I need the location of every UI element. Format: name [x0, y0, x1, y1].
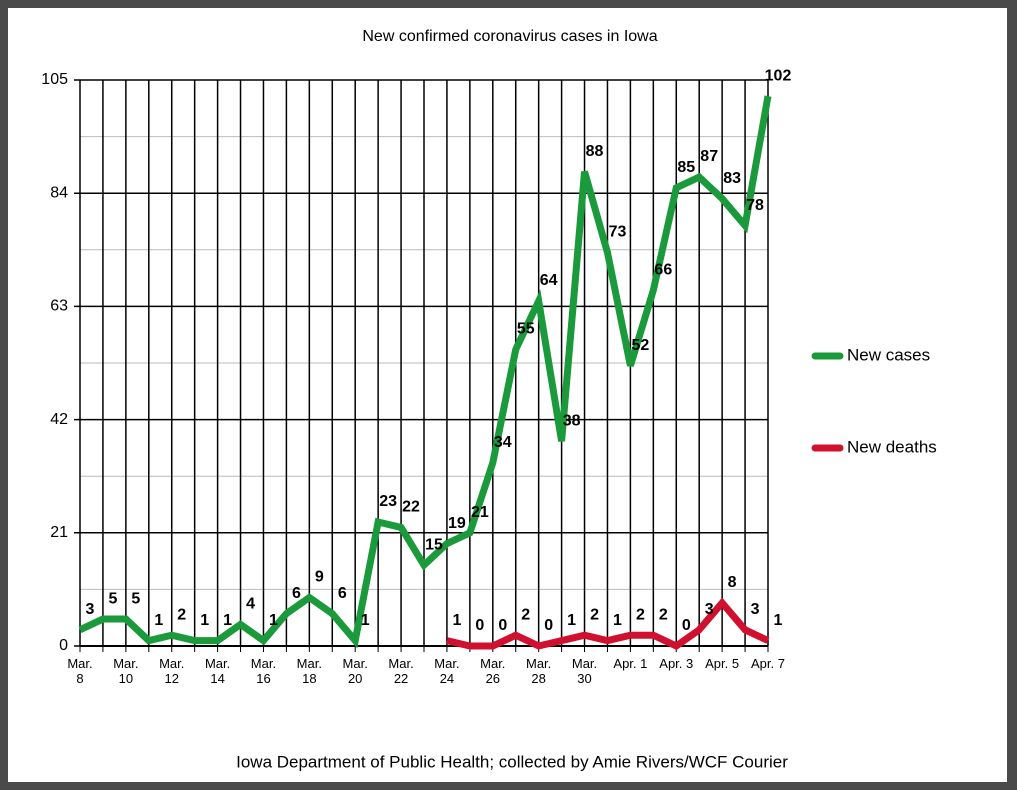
data-label: 23	[379, 493, 397, 510]
y-tick-label: 21	[50, 524, 68, 541]
x-tick-label: Mar. 14	[204, 656, 231, 686]
data-label: 0	[682, 617, 691, 634]
data-label: 2	[590, 606, 599, 623]
x-tick-label: Mar. 22	[388, 656, 414, 686]
data-label: 38	[563, 412, 581, 429]
y-tick-label: 42	[50, 411, 68, 428]
series-line	[446, 597, 770, 651]
data-label: 2	[177, 606, 186, 623]
legend-label: New cases	[847, 345, 930, 364]
data-label: 22	[402, 499, 420, 516]
data-label: 83	[723, 170, 741, 187]
data-label: 0	[498, 617, 507, 634]
data-label: 0	[475, 617, 484, 634]
x-tick-label: Mar. 12	[159, 656, 185, 686]
x-tick-label: Mar. 26	[480, 656, 506, 686]
data-label: 88	[586, 143, 604, 160]
x-tick-label: Apr. 5	[705, 656, 740, 671]
data-label: 0	[544, 617, 553, 634]
data-label: 5	[131, 590, 140, 607]
data-label: 2	[521, 606, 530, 623]
data-label: 55	[517, 321, 535, 338]
y-tick-label: 105	[41, 71, 68, 88]
data-label: 19	[448, 515, 466, 532]
x-tick-label: Apr. 1	[613, 656, 648, 671]
data-label: 3	[705, 601, 714, 618]
data-label: 9	[315, 569, 324, 586]
data-label: 21	[471, 504, 489, 521]
data-label: 66	[654, 261, 672, 278]
data-label: 1	[223, 612, 232, 629]
x-tick-label: Mar. 20	[342, 656, 368, 686]
data-label: 34	[494, 434, 512, 451]
data-label: 15	[425, 536, 443, 553]
data-label: 8	[728, 574, 737, 591]
x-tick-label: Mar. 28	[526, 656, 552, 686]
data-label: 3	[751, 601, 760, 618]
data-label: 1	[200, 612, 209, 629]
data-label: 3	[86, 601, 95, 618]
x-tick-label: Mar. 16	[250, 656, 277, 686]
data-label: 1	[269, 612, 278, 629]
data-label: 1	[774, 612, 783, 629]
data-label: 1	[154, 612, 163, 629]
x-tick-label: Mar. 30	[571, 656, 598, 686]
x-tick-label: Mar. 18	[296, 656, 322, 686]
data-label: 52	[632, 337, 650, 354]
data-label: 4	[246, 596, 255, 613]
x-tick-label: Mar. 10	[113, 656, 139, 686]
data-label: 2	[659, 606, 668, 623]
data-label: 64	[540, 272, 558, 289]
data-label: 102	[765, 67, 792, 84]
y-tick-label: 0	[59, 637, 68, 654]
data-label: 87	[700, 148, 718, 165]
source: Iowa Department of Public Health; collec…	[236, 752, 788, 771]
data-label: 1	[452, 612, 461, 629]
y-tick-label: 84	[50, 184, 68, 201]
data-label: 78	[746, 197, 764, 214]
data-label: 6	[292, 585, 301, 602]
data-label: 1	[613, 612, 622, 629]
data-label: 73	[609, 224, 627, 241]
data-label: 5	[108, 590, 117, 607]
legend-label: New deaths	[847, 437, 937, 456]
x-tick-label: Apr. 7	[751, 656, 785, 671]
data-label: 2	[636, 606, 645, 623]
data-label: 1	[361, 612, 370, 629]
x-tick-label: Mar. 8	[67, 656, 93, 686]
chart-title: New confirmed coronavirus cases in Iowa	[362, 28, 657, 45]
data-label: 1	[567, 612, 576, 629]
y-tick-label: 63	[50, 298, 68, 315]
x-tick-label: Mar. 24	[434, 656, 460, 686]
x-tick-label: Apr. 3	[659, 656, 694, 671]
data-label: 6	[338, 585, 347, 602]
data-label: 85	[677, 159, 695, 176]
series-line	[78, 95, 772, 649]
